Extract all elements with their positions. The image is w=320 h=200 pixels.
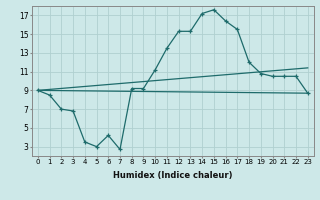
X-axis label: Humidex (Indice chaleur): Humidex (Indice chaleur) [113, 171, 233, 180]
